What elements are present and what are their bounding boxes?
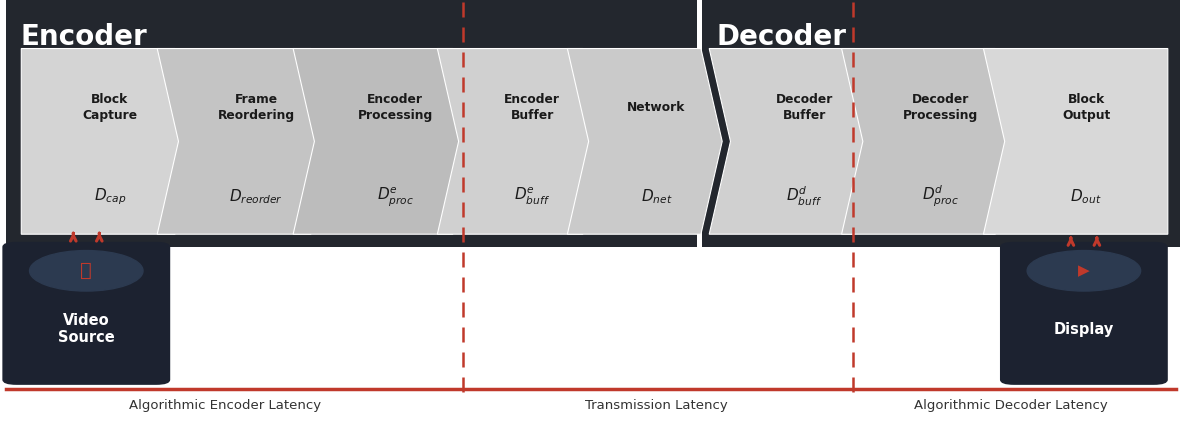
Text: $D_{cap}$: $D_{cap}$	[93, 186, 126, 206]
Polygon shape	[567, 49, 722, 234]
FancyBboxPatch shape	[702, 0, 1180, 247]
Text: Network: Network	[628, 101, 686, 114]
Text: Display: Display	[1054, 322, 1113, 337]
Text: Encoder
Processing: Encoder Processing	[358, 93, 433, 122]
Text: Block
Capture: Block Capture	[83, 93, 137, 122]
FancyBboxPatch shape	[6, 0, 697, 247]
Polygon shape	[709, 49, 876, 234]
Text: $D_{proc}^{d}$: $D_{proc}^{d}$	[922, 184, 960, 209]
Text: Encoder: Encoder	[20, 23, 147, 51]
Polygon shape	[842, 49, 1017, 234]
Text: Algorithmic Encoder Latency: Algorithmic Encoder Latency	[129, 399, 320, 411]
Text: Video
Source: Video Source	[58, 313, 115, 346]
Polygon shape	[983, 49, 1168, 234]
Polygon shape	[293, 49, 474, 234]
FancyBboxPatch shape	[1000, 242, 1168, 385]
Text: Encoder
Buffer: Encoder Buffer	[505, 93, 560, 122]
Text: $D_{out}$: $D_{out}$	[1071, 187, 1102, 206]
Text: $D_{buff}^{e}$: $D_{buff}^{e}$	[514, 186, 551, 207]
Text: Transmission Latency: Transmission Latency	[585, 399, 727, 411]
Text: $D_{buff}^{d}$: $D_{buff}^{d}$	[786, 185, 823, 208]
Text: Decoder: Decoder	[716, 23, 846, 51]
Polygon shape	[21, 49, 196, 234]
Text: Algorithmic Decoder Latency: Algorithmic Decoder Latency	[914, 399, 1108, 411]
Polygon shape	[437, 49, 604, 234]
Text: Block
Output: Block Output	[1063, 93, 1110, 122]
Text: $D_{proc}^{e}$: $D_{proc}^{e}$	[377, 185, 414, 208]
FancyBboxPatch shape	[2, 242, 170, 385]
Text: Decoder
Buffer: Decoder Buffer	[775, 93, 833, 122]
Text: Decoder
Processing: Decoder Processing	[903, 93, 979, 122]
Text: Frame
Reordering: Frame Reordering	[217, 93, 296, 122]
Circle shape	[1027, 251, 1141, 291]
Text: ▶: ▶	[1078, 263, 1090, 278]
Text: $D_{reorder}$: $D_{reorder}$	[229, 187, 284, 206]
Text: $D_{net}$: $D_{net}$	[641, 187, 673, 206]
Circle shape	[30, 251, 143, 291]
Text: ⎕: ⎕	[80, 261, 92, 280]
Polygon shape	[157, 49, 332, 234]
